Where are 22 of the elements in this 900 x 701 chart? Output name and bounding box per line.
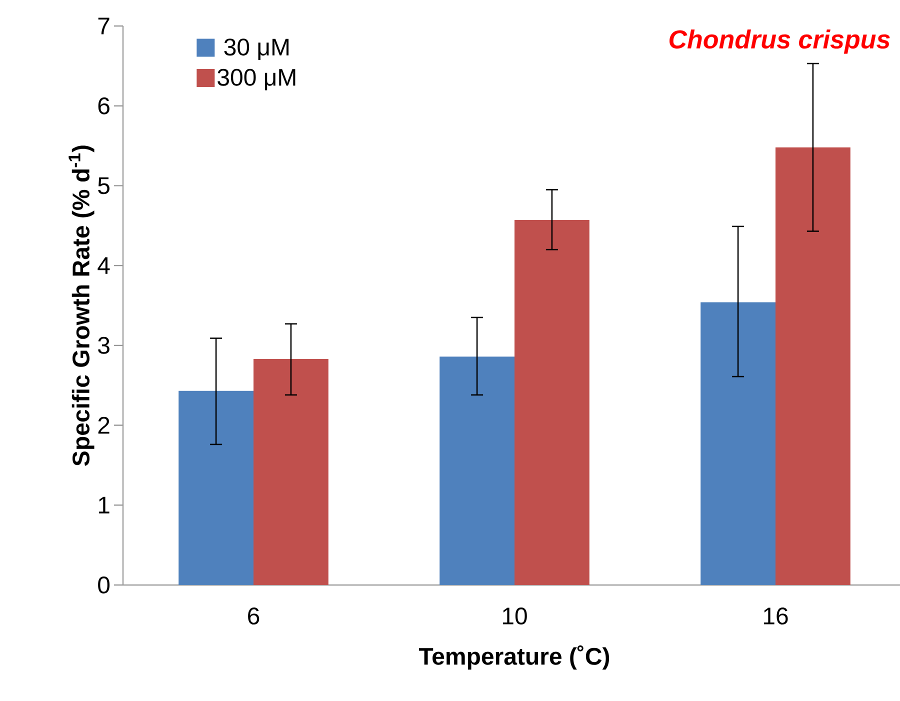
bar [700, 302, 776, 585]
bar [178, 390, 254, 585]
x-tick-label: 6 [248, 608, 260, 625]
y-tick-label: 7 [98, 18, 110, 34]
y-tick-label: 6 [98, 97, 110, 114]
legend-label: 30 μM [224, 38, 289, 60]
bar [440, 356, 514, 585]
y-tick-label: 0 [98, 576, 110, 594]
bar [254, 358, 328, 585]
y-tick-label: 5 [98, 177, 110, 194]
legend-label: 300 μM [218, 68, 296, 90]
y-axis-title: Specific Growth Rate (% d$^{-1}$) [68, 146, 94, 466]
x-axis-title: Temperature (˚C) [418, 645, 610, 670]
bar [776, 147, 850, 585]
y-tick-label: 1 [98, 496, 110, 514]
x-tick-label: 16 [764, 608, 788, 625]
y-tick-label: 3 [98, 336, 110, 354]
y-tick-label: 4 [98, 257, 110, 274]
y-tick-label: 2 [98, 416, 110, 434]
bar [514, 220, 590, 585]
x-tick-label: 10 [502, 608, 527, 625]
chart-title: Chondrus crispus [670, 30, 890, 54]
